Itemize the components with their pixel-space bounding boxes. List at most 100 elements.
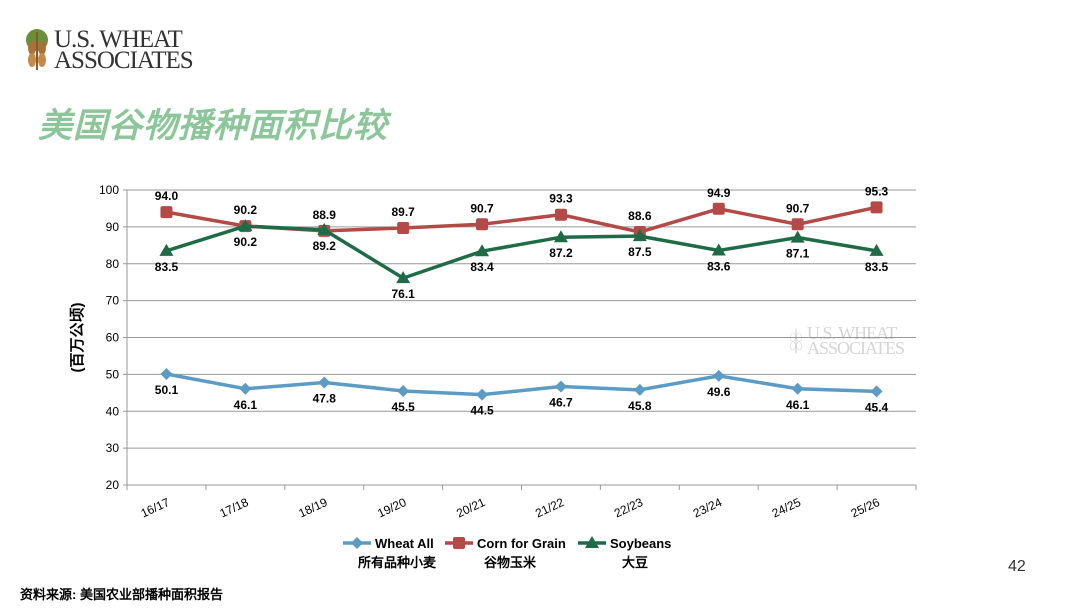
logo-line2: ASSOCIATES: [54, 47, 194, 74]
square-marker: [160, 206, 173, 219]
diamond-marker: [476, 388, 489, 401]
x-tick-label: 19/20: [375, 495, 408, 521]
y-tick-label: 50: [106, 367, 120, 381]
logo-line1: U.S. WHEAT: [54, 26, 183, 53]
data-label: 88.6: [628, 209, 652, 223]
legend-label: Corn for Grain: [477, 536, 566, 551]
page-title: 美国谷物播种面积比较: [38, 107, 388, 145]
y-tick-label: 40: [106, 404, 120, 418]
square-marker: [712, 202, 725, 215]
data-label: 90.2: [234, 203, 258, 217]
triangle-marker: [585, 536, 599, 548]
series-line-2: [165, 224, 877, 281]
triangle-marker: [396, 271, 411, 284]
triangle-marker: [869, 243, 884, 256]
triangle-marker: [238, 219, 253, 232]
square-marker: [476, 218, 489, 231]
data-label: 76.1: [391, 287, 415, 301]
data-label: 89.7: [391, 205, 415, 219]
y-tick-label: 30: [106, 441, 120, 455]
diamond-marker: [160, 368, 173, 381]
legend-label: Soybeans: [610, 536, 671, 551]
page-number: 42: [1008, 558, 1026, 575]
y-tick-label: 100: [99, 183, 119, 197]
x-tick-label: 18/19: [296, 495, 329, 521]
watermark-line1: U.S. WHEAT: [807, 323, 897, 343]
diamond-marker: [712, 369, 725, 382]
data-label: 46.7: [549, 396, 573, 410]
data-label: 83.5: [865, 260, 889, 274]
data-label: 50.1: [155, 383, 179, 397]
data-label: 49.6: [707, 385, 731, 399]
x-tick-label: 23/24: [691, 495, 724, 521]
triangle-marker: [553, 230, 568, 243]
triangle-marker: [711, 243, 726, 256]
data-label: 90.2: [234, 235, 258, 249]
triangle-marker: [632, 229, 647, 242]
y-axis-label: (百万公顷): [69, 303, 86, 373]
data-label: 94.9: [707, 186, 731, 200]
data-label: 87.5: [628, 245, 652, 259]
y-tick-label: 70: [106, 294, 120, 308]
y-tick-label: 80: [106, 257, 120, 271]
diamond-marker: [870, 385, 883, 398]
square-marker: [554, 208, 567, 221]
data-label: 87.2: [549, 246, 573, 260]
square-marker: [397, 221, 410, 234]
x-tick-label: 16/17: [139, 495, 172, 521]
data-label: 83.5: [155, 260, 179, 274]
wheat-watermark-icon: [790, 328, 802, 354]
x-tick-label: 20/21: [454, 495, 487, 521]
x-tick-label: 21/22: [533, 495, 566, 521]
source-note: 资料来源: 美国农业部播种面积报告: [20, 587, 223, 602]
diamond-marker: [397, 384, 410, 397]
data-label: 46.1: [234, 398, 258, 412]
data-label: 83.6: [707, 259, 731, 273]
data-label: 95.3: [865, 184, 889, 198]
data-label: 45.4: [865, 400, 889, 414]
diamond-marker: [791, 382, 804, 395]
us-wheat-logo: U.S. WHEAT ASSOCIATES: [24, 26, 194, 74]
diamond-marker: [633, 383, 646, 396]
series-line-0: [166, 372, 877, 397]
legend-label-cn: 谷物玉米: [484, 555, 537, 570]
watermark-logo: U.S. WHEAT ASSOCIATES: [788, 323, 905, 358]
legend-label-cn: 大豆: [622, 555, 648, 570]
data-label: 93.3: [549, 192, 573, 206]
diamond-marker: [554, 380, 567, 393]
legend-label: Wheat All: [375, 536, 434, 551]
triangle-marker: [790, 230, 805, 243]
data-label: 87.1: [786, 247, 810, 261]
x-tick-label: 17/18: [217, 495, 250, 521]
data-label: 90.7: [786, 201, 810, 215]
data-label: 45.8: [628, 399, 652, 413]
data-label: 90.7: [470, 201, 494, 215]
y-tick-label: 90: [106, 220, 120, 234]
data-label: 46.1: [786, 398, 810, 412]
square-marker: [453, 537, 465, 549]
data-label: 89.2: [313, 239, 337, 253]
square-marker: [791, 218, 804, 231]
square-marker: [870, 201, 883, 214]
watermark-line2: ASSOCIATES: [807, 338, 905, 358]
x-tick-label: 24/25: [770, 495, 803, 521]
legend-label-cn: 所有品种小麦: [358, 555, 437, 570]
wheat-logo-icon: [26, 29, 48, 70]
data-label: 45.5: [391, 400, 415, 414]
x-tick-label: 25/26: [849, 495, 882, 521]
data-label: 83.4: [470, 260, 494, 274]
diamond-marker: [351, 537, 363, 549]
x-tick-label: 22/23: [612, 495, 645, 521]
triangle-marker: [159, 243, 174, 256]
diamond-marker: [318, 376, 331, 389]
triangle-marker: [475, 244, 490, 257]
y-tick-label: 20: [106, 478, 120, 492]
data-label: 88.9: [313, 208, 337, 222]
diamond-marker: [239, 382, 252, 395]
data-label: 47.8: [313, 391, 337, 405]
data-label: 44.5: [470, 404, 494, 418]
y-tick-label: 60: [106, 331, 120, 345]
data-label: 94.0: [155, 189, 179, 203]
triangle-marker: [317, 222, 332, 235]
